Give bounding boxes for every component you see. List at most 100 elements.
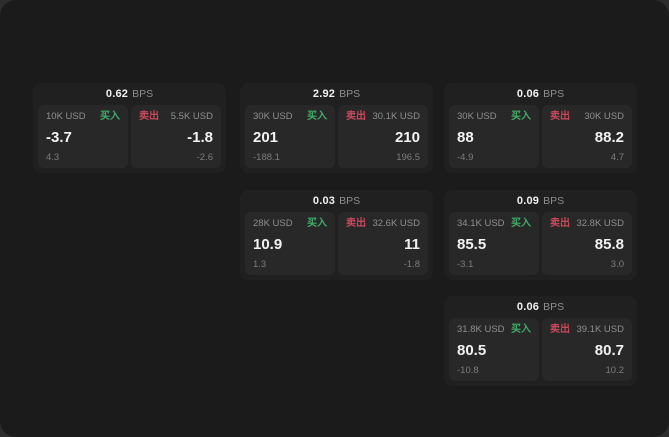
- buy-delta: 4.3: [46, 151, 60, 163]
- sell-label: 卖出: [550, 111, 570, 122]
- quote-card: 0.06 BPS 31.8K USD 买入 80.5 -10.8 卖出 39.1…: [444, 296, 637, 386]
- sell-delta: -1.8: [403, 258, 420, 270]
- sell-size: 32.6K USD: [372, 218, 420, 230]
- quote-card: 2.92 BPS 30K USD 买入 201 -188.1 卖出 30.1K …: [240, 83, 433, 173]
- buy-panel-top: 30K USD 买入: [253, 112, 327, 122]
- sell-delta: 3.0: [610, 258, 624, 270]
- buy-delta: 1.3: [253, 258, 267, 270]
- sell-panel[interactable]: 卖出 5.5K USD -1.8 -2.6: [131, 105, 221, 168]
- bps-unit-label: BPS: [543, 88, 565, 100]
- quote-card: 0.03 BPS 28K USD 买入 10.9 1.3 卖出 32.6K US…: [240, 190, 433, 280]
- sell-panel-top: 卖出 32.8K USD: [550, 219, 624, 229]
- buy-price: 10.9: [253, 235, 283, 253]
- sell-label: 卖出: [550, 218, 570, 229]
- sell-label: 卖出: [346, 218, 366, 229]
- bps-header: 0.62 BPS: [38, 83, 221, 105]
- buy-panel[interactable]: 34.1K USD 买入 85.5 -3.1: [449, 212, 539, 275]
- sell-size: 30K USD: [584, 111, 624, 123]
- sell-price: 11: [404, 235, 420, 253]
- buy-size: 10K USD: [46, 111, 86, 123]
- bps-unit-label: BPS: [339, 88, 361, 100]
- sell-label: 卖出: [346, 111, 366, 122]
- buy-size: 30K USD: [253, 111, 293, 123]
- buy-price: 80.5: [457, 341, 487, 359]
- buy-price: 201: [253, 128, 279, 146]
- buy-panel[interactable]: 30K USD 买入 88 -4.9: [449, 105, 539, 168]
- sell-size: 5.5K USD: [170, 111, 213, 123]
- sell-delta: 196.5: [396, 151, 420, 163]
- quote-panels: 10K USD 买入 -3.7 4.3 卖出 5.5K USD -1.8 -2.…: [38, 105, 221, 168]
- bps-value: 0.62: [105, 88, 129, 100]
- buy-panel[interactable]: 31.8K USD 买入 80.5 -10.8: [449, 318, 539, 381]
- buy-panel[interactable]: 30K USD 买入 201 -188.1: [245, 105, 335, 168]
- buy-label: 买入: [511, 324, 531, 335]
- buy-panel-top: 28K USD 买入: [253, 219, 327, 229]
- sell-size: 39.1K USD: [576, 324, 624, 336]
- bps-header: 0.06 BPS: [449, 83, 632, 105]
- bps-value: 0.03: [312, 195, 336, 207]
- bps-value: 0.09: [516, 195, 540, 207]
- sell-price: 85.8: [594, 235, 624, 253]
- bps-value: 2.92: [312, 88, 336, 100]
- quote-panels: 30K USD 买入 201 -188.1 卖出 30.1K USD 210 1…: [245, 105, 428, 168]
- bps-header: 0.03 BPS: [245, 190, 428, 212]
- buy-panel[interactable]: 28K USD 买入 10.9 1.3: [245, 212, 335, 275]
- bps-unit-label: BPS: [132, 88, 154, 100]
- sell-delta: 10.2: [605, 364, 625, 376]
- bps-value: 0.06: [516, 301, 540, 313]
- buy-label: 买入: [511, 218, 531, 229]
- quote-card: 0.62 BPS 10K USD 买入 -3.7 4.3 卖出 5.5K USD…: [33, 83, 226, 173]
- sell-panel[interactable]: 卖出 30K USD 88.2 4.7: [542, 105, 632, 168]
- buy-delta: -4.9: [457, 151, 474, 163]
- quote-panels: 28K USD 买入 10.9 1.3 卖出 32.6K USD 11 -1.8: [245, 212, 428, 275]
- buy-price: 88: [457, 128, 474, 146]
- sell-panel-top: 卖出 32.6K USD: [346, 219, 420, 229]
- buy-panel-top: 31.8K USD 买入: [457, 325, 531, 335]
- buy-label: 买入: [511, 111, 531, 122]
- buy-size: 31.8K USD: [457, 324, 505, 336]
- bps-header: 0.09 BPS: [449, 190, 632, 212]
- bps-unit-label: BPS: [339, 195, 361, 207]
- sell-size: 30.1K USD: [372, 111, 420, 123]
- sell-label: 卖出: [139, 111, 159, 122]
- bps-value: 0.06: [516, 88, 540, 100]
- buy-panel[interactable]: 10K USD 买入 -3.7 4.3: [38, 105, 128, 168]
- buy-price: -3.7: [46, 128, 72, 146]
- buy-price: 85.5: [457, 235, 487, 253]
- sell-panel[interactable]: 卖出 32.6K USD 11 -1.8: [338, 212, 428, 275]
- buy-size: 28K USD: [253, 218, 293, 230]
- sell-delta: -2.6: [196, 151, 213, 163]
- sell-label: 卖出: [550, 324, 570, 335]
- bps-unit-label: BPS: [543, 195, 565, 207]
- sell-panel-top: 卖出 30.1K USD: [346, 112, 420, 122]
- bps-unit-label: BPS: [543, 301, 565, 313]
- sell-panel[interactable]: 卖出 32.8K USD 85.8 3.0: [542, 212, 632, 275]
- quote-card: 0.06 BPS 30K USD 买入 88 -4.9 卖出 30K USD 8…: [444, 83, 637, 173]
- buy-label: 买入: [307, 111, 327, 122]
- buy-delta: -188.1: [253, 151, 280, 163]
- quote-panels: 34.1K USD 买入 85.5 -3.1 卖出 32.8K USD 85.8…: [449, 212, 632, 275]
- bps-header: 0.06 BPS: [449, 296, 632, 318]
- sell-size: 32.8K USD: [576, 218, 624, 230]
- quote-card: 0.09 BPS 34.1K USD 买入 85.5 -3.1 卖出 32.8K…: [444, 190, 637, 280]
- buy-panel-top: 30K USD 买入: [457, 112, 531, 122]
- buy-label: 买入: [307, 218, 327, 229]
- buy-size: 30K USD: [457, 111, 497, 123]
- buy-panel-top: 34.1K USD 买入: [457, 219, 531, 229]
- buy-panel-top: 10K USD 买入: [46, 112, 120, 122]
- sell-panel-top: 卖出 30K USD: [550, 112, 624, 122]
- sell-price: 80.7: [594, 341, 624, 359]
- buy-label: 买入: [100, 111, 120, 122]
- sell-panel-top: 卖出 5.5K USD: [139, 112, 213, 122]
- quote-panels: 31.8K USD 买入 80.5 -10.8 卖出 39.1K USD 80.…: [449, 318, 632, 381]
- buy-delta: -3.1: [457, 258, 474, 270]
- sell-panel[interactable]: 卖出 39.1K USD 80.7 10.2: [542, 318, 632, 381]
- sell-panel[interactable]: 卖出 30.1K USD 210 196.5: [338, 105, 428, 168]
- bps-header: 2.92 BPS: [245, 83, 428, 105]
- buy-size: 34.1K USD: [457, 218, 505, 230]
- sell-price: -1.8: [187, 128, 213, 146]
- sell-price: 88.2: [594, 128, 624, 146]
- sell-price: 210: [394, 128, 420, 146]
- buy-delta: -10.8: [457, 364, 479, 376]
